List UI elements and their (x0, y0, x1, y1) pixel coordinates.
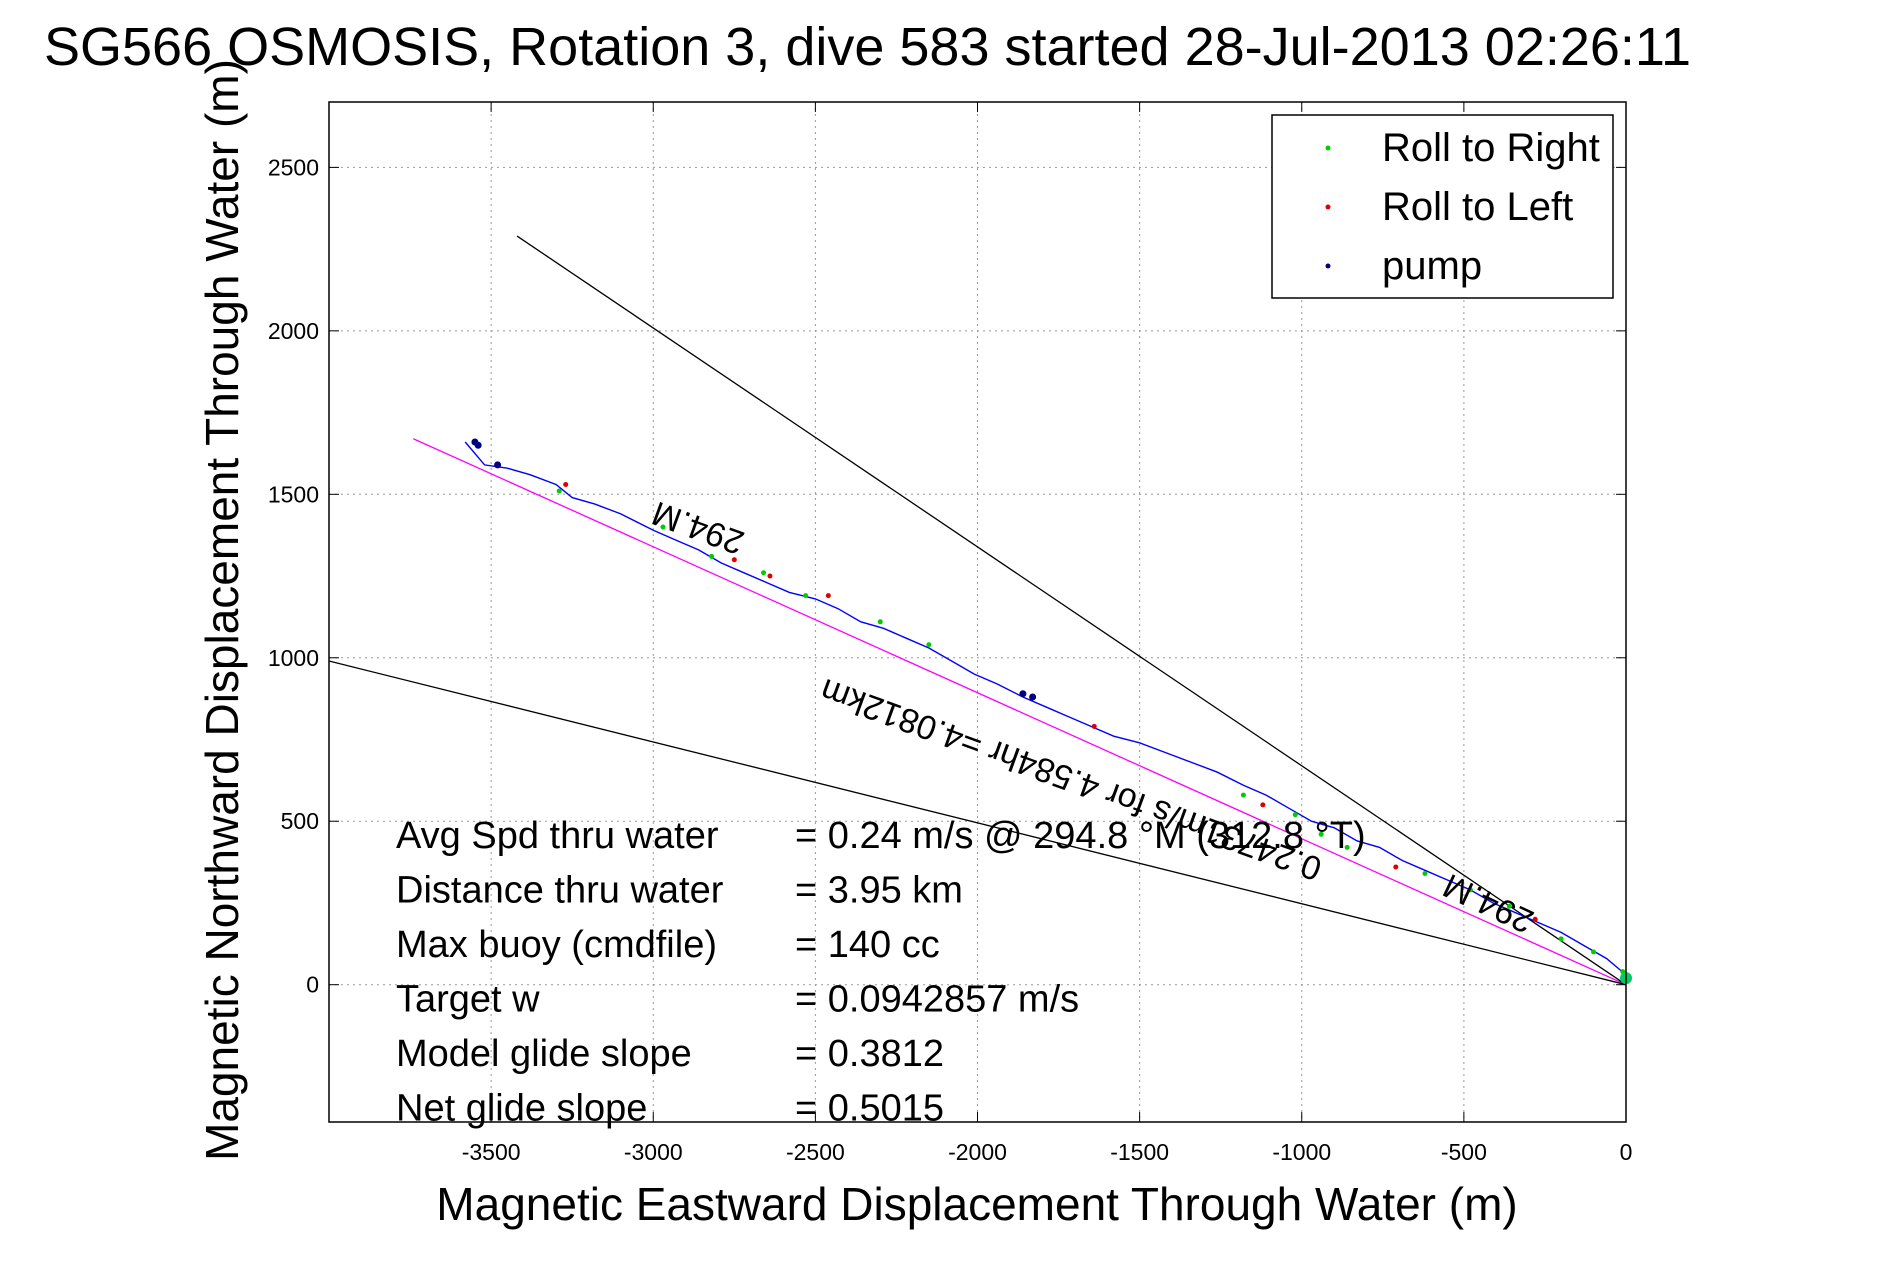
x-axis-ticks: -3500 -3000 -2500 -2000 -1500 -1000 -500 0 (462, 102, 1633, 1165)
y-tick-label: 2500 (268, 154, 319, 180)
y-tick-label: 2000 (268, 318, 319, 344)
dive-track (464, 441, 1627, 976)
stat-value: = 3.95 km (795, 870, 963, 912)
x-axis-label: Magnetic Eastward Displacement Through W… (436, 1178, 1517, 1230)
roll-right-point (1591, 949, 1597, 955)
x-tick-label: -3000 (624, 1139, 683, 1165)
roll-left-point (1260, 802, 1266, 808)
stat-label: Target w (396, 979, 540, 1021)
pump-point (1019, 690, 1027, 698)
roll-left-point (563, 482, 569, 487)
legend: Roll to Right Roll to Left pump (1271, 114, 1614, 299)
pump-point (471, 438, 479, 446)
stat-label: Max buoy (cmdfile) (396, 924, 717, 966)
stat-value: = 0.0942857 m/s (795, 979, 1079, 1021)
pump-point (494, 461, 502, 469)
roll-right-point (803, 593, 809, 599)
legend-marker (1325, 263, 1331, 269)
y-axis-ticks: 0 500 1000 1500 2000 2500 (268, 154, 1626, 998)
stat-label: Net glide slope (396, 1088, 647, 1130)
reference-line (413, 438, 1627, 986)
roll-right-point (660, 524, 666, 530)
roll-left-point (731, 557, 737, 563)
y-tick-label: 1500 (268, 481, 319, 507)
reference-line (516, 235, 1627, 986)
roll-left-point (1091, 723, 1097, 729)
roll-right-point (1506, 903, 1512, 909)
roll-right-point (877, 619, 883, 625)
roll-right-point (926, 642, 932, 648)
roll-right-point (1467, 887, 1473, 893)
legend-label: Roll to Left (1382, 185, 1573, 229)
roll-right-point (1240, 792, 1246, 798)
stat-label: Avg Spd thru water (396, 815, 719, 857)
stat-value: = 0.5015 (795, 1088, 944, 1130)
x-tick-label: -2000 (948, 1139, 1007, 1165)
plot-annotations: 294.M0.24731m/s for 4.584hr =4.0812km294… (647, 494, 1539, 941)
legend-label: Roll to Right (1382, 126, 1600, 170)
roll-right-point (1344, 844, 1350, 850)
annotation-text: 294.M (1438, 866, 1540, 940)
reference-lines (328, 235, 1627, 986)
legend-label: pump (1382, 244, 1482, 288)
legend-marker (1325, 204, 1331, 210)
roll-right-point (1292, 812, 1298, 818)
roll-right-point (1318, 831, 1324, 837)
dive-track-line (464, 441, 1627, 976)
stat-value: = 0.24 m/s @ 294.8 °M (312.8 °T) (795, 815, 1366, 857)
x-tick-label: 0 (1620, 1139, 1633, 1165)
stat-label: Distance thru water (396, 870, 724, 912)
roll-right-point (709, 553, 715, 559)
y-axis-label: Magnetic Northward Displacement Through … (196, 59, 248, 1161)
roll-left-point (825, 593, 831, 599)
event-markers (471, 438, 1632, 985)
y-tick-label: 1000 (268, 645, 319, 671)
legend-marker (1325, 145, 1331, 151)
roll-left-point (767, 573, 773, 579)
x-tick-label: -1500 (1110, 1139, 1169, 1165)
y-tick-label: 0 (306, 972, 319, 998)
roll-left-point (1393, 864, 1399, 870)
reference-line (328, 660, 1627, 986)
stat-value: = 140 cc (795, 924, 940, 966)
stats-block: Avg Spd thru water = 0.24 m/s @ 294.8 °M … (396, 815, 1366, 1130)
pump-point (1029, 693, 1037, 701)
x-tick-label: -2500 (786, 1139, 845, 1165)
roll-right-point (556, 488, 562, 494)
x-tick-label: -500 (1441, 1139, 1487, 1165)
roll-left-point (1532, 916, 1538, 922)
x-tick-label: -3500 (462, 1139, 521, 1165)
roll-right-point (760, 570, 766, 576)
y-tick-label: 500 (281, 808, 319, 834)
stat-label: Model glide slope (396, 1033, 692, 1075)
x-tick-label: -1000 (1272, 1139, 1331, 1165)
roll-right-point (1422, 871, 1428, 877)
stat-value: = 0.3812 (795, 1033, 944, 1075)
chart-title: SG566 OSMOSIS, Rotation 3, dive 583 star… (44, 17, 1691, 77)
roll-right-point (1558, 936, 1564, 942)
